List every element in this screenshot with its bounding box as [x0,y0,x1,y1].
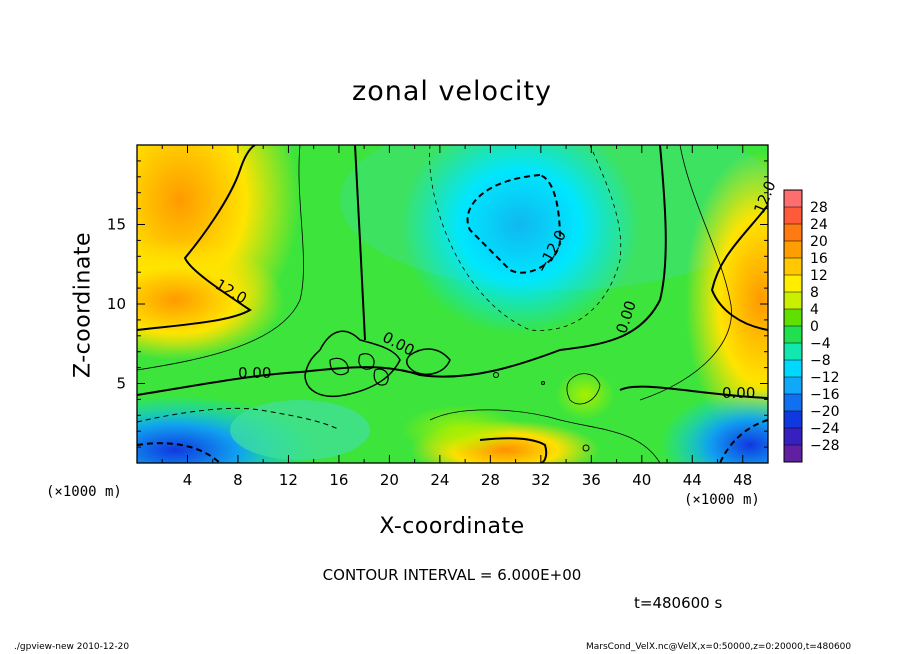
x-tick-label: 24 [430,471,449,489]
y-tick-label: 5 [116,375,126,393]
colorbar [783,189,803,463]
cool-region-top [400,145,640,335]
chart-title: zonal velocity [352,76,552,107]
x-tick-label: 28 [481,471,500,489]
colorbar-swatch [784,377,802,394]
colorbar-swatch [784,190,802,207]
contour-label: 0.00 [238,364,271,382]
colorbar-swatch [784,411,802,428]
warm-region-mid-left [137,240,285,360]
x-tick-label: 20 [380,471,399,489]
colorbar-label: −4 [810,336,831,352]
colorbar-swatch [784,292,802,309]
heatmap-field [137,145,768,463]
x-tick-label: 16 [329,471,348,489]
colorbar-swatch [784,326,802,343]
colorbar-label: −12 [810,370,840,386]
contour-label: 0.00 [722,384,755,402]
colorbar-swatch [784,309,802,326]
x-tick-label: 12 [279,471,298,489]
colorbar-label: 8 [810,285,819,301]
colorbar-swatch [784,224,802,241]
colorbar-swatch [784,428,802,445]
x-tick-label: 36 [582,471,601,489]
x-tick-labels: 4 8 12 16 20 24 28 32 36 40 44 48 [183,471,753,489]
warm-region-right [685,150,768,450]
axis-ticks [137,145,768,463]
colorbar-label: 28 [810,200,828,216]
colorbar-label: 4 [810,302,819,318]
x-axis-unit: (×1000 m) [684,492,760,508]
y-axis-title: Z-coordinate [70,232,96,378]
y-axis-unit: (×1000 m) [46,484,122,500]
colorbar-swatch [784,258,802,275]
y-tick-label: 15 [107,216,126,234]
x-tick-label: 40 [632,471,651,489]
colorbar-label: 16 [810,251,828,267]
colorbar-swatch [784,241,802,258]
colorbar-swatch [784,207,802,224]
colorbar-label: 0 [810,319,819,335]
colorbar-label: −8 [810,353,831,369]
x-axis-title: X-coordinate [379,514,525,539]
x-tick-label: 8 [233,471,243,489]
footer-left: ./gpview-new 2010-12-20 [14,642,130,652]
x-tick-label: 4 [183,471,193,489]
colorbar-label: −16 [810,387,840,403]
time-label: t=480600 s [634,594,723,612]
colorbar-label: −20 [810,404,840,420]
colorbar-label: −28 [810,438,840,454]
colorbar-label: 20 [810,234,828,250]
contour-interval: CONTOUR INTERVAL = 6.000E+00 [322,566,582,584]
contour-lines [137,145,768,463]
colorbar-swatch [784,275,802,292]
colorbar-label: −24 [810,421,840,437]
y-tick-labels: 5 10 15 [107,216,126,393]
colorbar-swatch [784,343,802,360]
cool-region-bottom-right [660,390,768,463]
y-tick-label: 10 [107,295,126,313]
footer-right: MarsCond_VelX.nc@VelX,x=0:50000,z=0:2000… [586,642,852,652]
colorbar-swatch [784,445,802,462]
colorbar-swatch [784,394,802,411]
colorbar-swatch [784,360,802,377]
x-tick-label: 44 [683,471,702,489]
x-tick-label: 32 [531,471,550,489]
colorbar-label: 24 [810,217,828,233]
x-tick-label: 48 [733,471,752,489]
colorbar-label: 12 [810,268,828,284]
